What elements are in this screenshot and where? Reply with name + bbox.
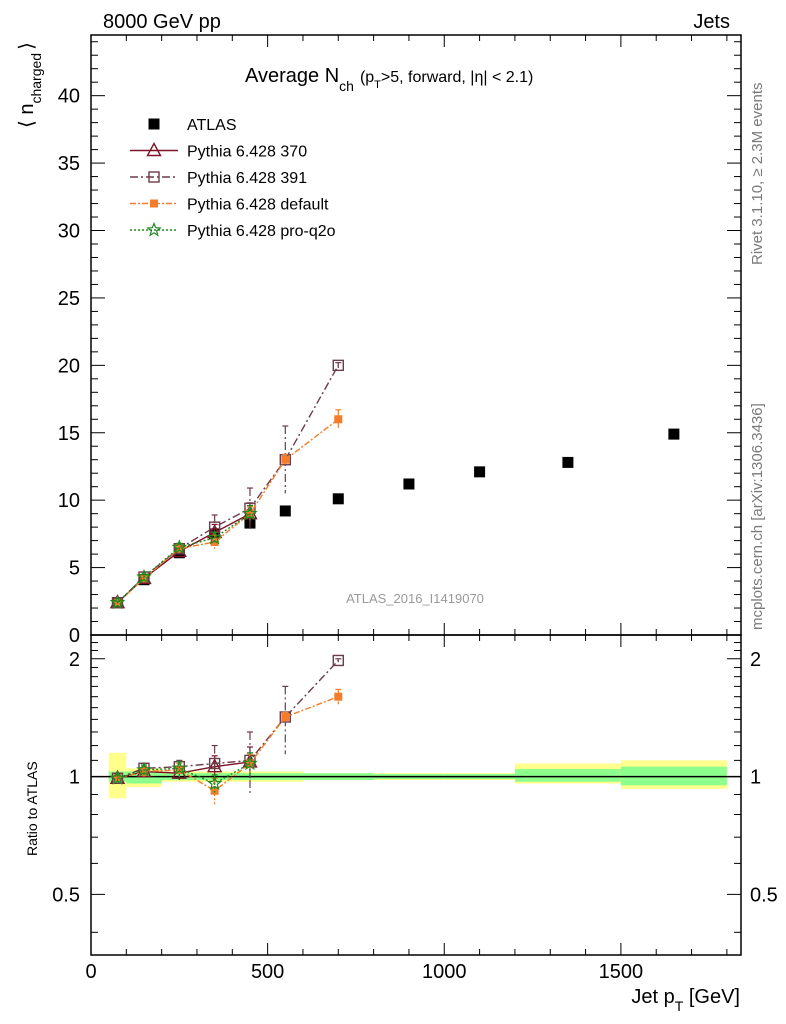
series-layer [109,359,680,805]
main-point-atlas-9 [562,456,574,468]
x-tick-label-500: 500 [251,961,284,983]
main-point-proq2o-4 [242,505,258,521]
ratio-series-proq2o [109,752,258,793]
legend-label-atlas: ATLAS [187,117,237,134]
main-point-atlas-7 [403,478,415,490]
legend-label-default: Pythia 6.428 default [187,197,329,214]
legend: ATLAS Pythia 6.428 370 Pythia 6.428 391 Pyt… [130,117,336,240]
main-point-default-6 [334,415,343,424]
main-point-atlas-10 [668,428,680,440]
header-left: 8000 GeV pp [103,11,221,33]
legend-marker-p370 [146,142,162,157]
y-tick-label-0: 0 [69,625,80,647]
ratio-point-p391-6 [332,654,344,667]
ratio-y-axis-label: Ratio to ATLAS [24,761,40,856]
x-tick-label-0: 0 [85,961,96,983]
ratio-point-proq2o-0 [109,770,126,785]
ratio-point-default-6 [334,692,343,701]
main-line-proq2o [117,513,251,604]
main-point-default-5 [281,455,290,464]
main-point-atlas-6 [332,493,344,505]
ratio-point-default-5 [281,712,290,721]
x-axis-label: Jet pT [GeV] [631,986,740,1014]
ratio-point-default-1 [139,767,148,776]
mcplots-label: mcplots.cern.ch [arXiv:1306.3436] [749,403,766,630]
legend-label-p370: Pythia 6.428 370 [187,144,307,161]
legend-label-proq2o: Pythia 6.428 pro-q2o [187,223,336,240]
ratio-y-tick-label-left-1: 1 [69,767,80,789]
main-point-p391-6 [332,359,344,372]
legend-marker-default [150,199,158,208]
ratio-point-proq2o-4 [242,755,258,771]
y-tick-label-10: 10 [58,490,80,512]
y-tick-label-30: 30 [58,221,80,243]
header-right: Jets [693,11,730,33]
main-point-atlas-8 [474,466,486,478]
ratio-point-default-2 [175,765,184,774]
legend-marker-proq2o [146,221,162,237]
y-tick-label-40: 40 [58,86,80,108]
main-point-proq2o-2 [171,539,188,554]
y-tick-label-5: 5 [69,558,80,580]
ratio-point-p391-3 [208,757,221,770]
ratio-point-proq2o-1 [136,761,152,777]
x-tick-label-1000: 1000 [422,961,467,983]
main-point-proq2o-0 [109,594,126,610]
ratio-point-proq2o-3 [206,775,223,791]
x-tick-label-1500: 1500 [599,961,644,983]
legend-label-p391: Pythia 6.428 391 [187,170,307,187]
y-axis-label: ⟨ ncharged⟩ [16,42,44,128]
rivet-label: Rivet 3.1.10, ≥ 2.3M events [749,83,766,266]
ratio-point-default-4 [245,759,254,768]
main-line-p391 [117,364,339,604]
band-inner-9 [514,769,621,782]
ratio-point-default-3 [210,786,219,795]
main-point-proq2o-1 [136,568,152,584]
ratio-point-proq2o-2 [171,760,188,775]
ratio-y-tick-label-left-0.5: 0.5 [52,884,80,906]
ratio-y-tick-label-right-1: 1 [750,767,761,789]
axes-layer: 0 500 1000 1500 0 5 10 15 20 25 30 35 40 0.5 0.5 1 1 2 2 [52,34,778,983]
band-inner-1 [126,771,162,784]
ratio-line-p391 [117,660,339,779]
analysis-watermark: ATLAS_2016_I1419070 [346,591,484,606]
main-series-atlas [111,428,680,609]
ratio-frame [90,634,742,956]
legend-marker-atlas [148,118,160,130]
y-tick-label-35: 35 [58,153,80,175]
main-point-proq2o-3 [206,529,223,545]
main-series-proq2o [109,504,258,610]
y-tick-label-25: 25 [58,288,80,310]
legend-marker-p391 [148,171,160,183]
main-point-atlas-5 [279,505,291,517]
ratio-point-p370-3 [206,758,223,773]
ratio-y-tick-label-right-0.5: 0.5 [750,884,778,906]
ratio-y-tick-label-right-2: 2 [750,649,761,671]
y-tick-label-20: 20 [58,355,80,377]
plot-title: Average Nch (pT>5, forward, |η| < 2.1) [245,65,533,94]
main-series-p391 [111,359,344,609]
y-tick-label-15: 15 [58,423,80,445]
ratio-y-tick-label-left-2: 2 [69,649,80,671]
